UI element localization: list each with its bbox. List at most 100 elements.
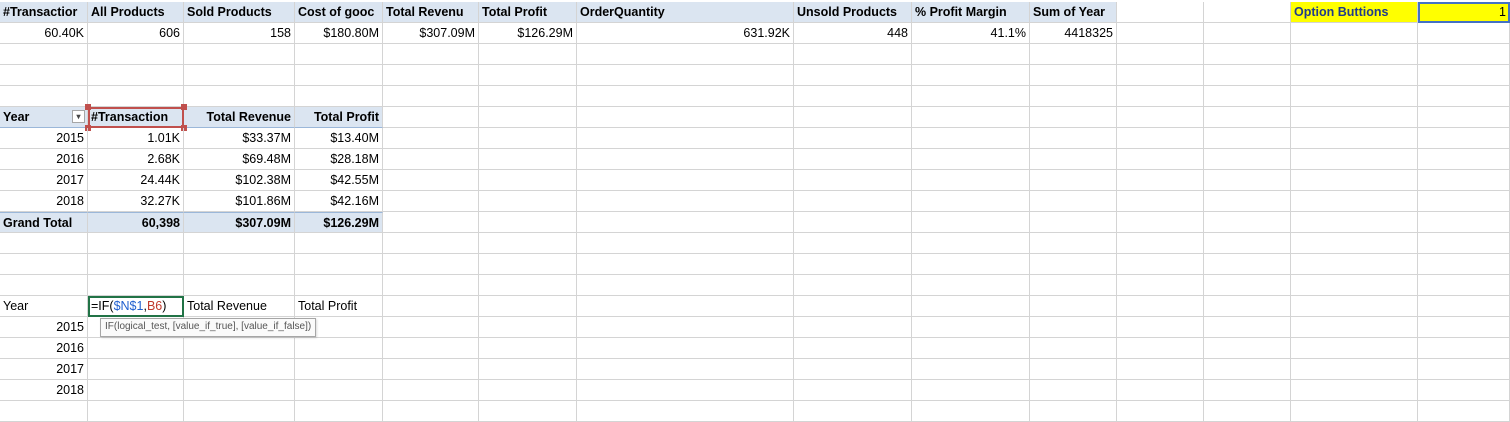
- empty-cell[interactable]: [1117, 338, 1204, 359]
- empty-cell[interactable]: [479, 359, 577, 380]
- empty-cell[interactable]: [383, 128, 479, 149]
- empty-cell[interactable]: [1418, 317, 1510, 338]
- lower-year-cell[interactable]: 2016: [0, 338, 88, 359]
- empty-cell[interactable]: [383, 65, 479, 86]
- empty-cell[interactable]: [184, 359, 295, 380]
- empty-cell[interactable]: [1291, 338, 1418, 359]
- empty-cell[interactable]: [1204, 128, 1291, 149]
- empty-cell[interactable]: [912, 233, 1030, 254]
- empty-cell[interactable]: [1117, 254, 1204, 275]
- empty-cell[interactable]: [1291, 170, 1418, 191]
- empty-cell[interactable]: [1204, 233, 1291, 254]
- empty-cell[interactable]: [295, 359, 383, 380]
- empty-cell[interactable]: [1291, 191, 1418, 212]
- formula-edit-cell[interactable]: =IF($N$1,B6): [88, 296, 184, 317]
- empty-cell[interactable]: [1117, 128, 1204, 149]
- empty-cell[interactable]: [1418, 86, 1510, 107]
- empty-cell[interactable]: [577, 107, 794, 128]
- empty-cell[interactable]: [912, 296, 1030, 317]
- pivot-header-year[interactable]: Year ▾: [0, 107, 88, 128]
- empty-cell[interactable]: [88, 338, 184, 359]
- empty-cell[interactable]: [1204, 296, 1291, 317]
- empty-cell[interactable]: [794, 44, 912, 65]
- header-sold-products[interactable]: Sold Products: [184, 2, 295, 23]
- empty-cell[interactable]: [1030, 86, 1117, 107]
- empty-cell[interactable]: [1030, 296, 1117, 317]
- empty-cell[interactable]: [577, 128, 794, 149]
- empty-cell[interactable]: [295, 380, 383, 401]
- value-all-products[interactable]: 606: [88, 23, 184, 44]
- pivot-total-revenue[interactable]: $307.09M: [184, 212, 295, 233]
- empty-cell[interactable]: [1418, 338, 1510, 359]
- empty-cell[interactable]: [794, 275, 912, 296]
- empty-cell[interactable]: [1030, 191, 1117, 212]
- empty-cell[interactable]: [88, 44, 184, 65]
- empty-cell[interactable]: [912, 359, 1030, 380]
- pivot-year-cell[interactable]: 2016: [0, 149, 88, 170]
- empty-cell[interactable]: [479, 254, 577, 275]
- empty-cell[interactable]: [295, 233, 383, 254]
- empty-cell[interactable]: [794, 65, 912, 86]
- empty-cell[interactable]: [1117, 233, 1204, 254]
- empty-cell[interactable]: [1291, 128, 1418, 149]
- empty-cell[interactable]: [577, 338, 794, 359]
- empty-cell[interactable]: [1204, 44, 1291, 65]
- empty-cell[interactable]: [1117, 296, 1204, 317]
- empty-cell[interactable]: [1030, 149, 1117, 170]
- empty-cell[interactable]: [577, 191, 794, 212]
- empty-cell[interactable]: [184, 338, 295, 359]
- header-profit-margin[interactable]: % Profit Margin: [912, 2, 1030, 23]
- empty-cell[interactable]: [479, 149, 577, 170]
- empty-cell[interactable]: [295, 401, 383, 422]
- value-total-revenue[interactable]: $307.09M: [383, 23, 479, 44]
- pivot-total-transactions[interactable]: 60,398: [88, 212, 184, 233]
- empty-cell[interactable]: [912, 149, 1030, 170]
- empty-cell[interactable]: [88, 359, 184, 380]
- empty-cell[interactable]: [1117, 275, 1204, 296]
- empty-cell[interactable]: [1030, 401, 1117, 422]
- header-total-revenue[interactable]: Total Revenu: [383, 2, 479, 23]
- empty-cell[interactable]: [184, 86, 295, 107]
- empty-cell[interactable]: [383, 44, 479, 65]
- empty-cell[interactable]: [295, 317, 383, 338]
- pivot-transactions-cell[interactable]: 24.44K: [88, 170, 184, 191]
- empty-cell[interactable]: [794, 296, 912, 317]
- empty-cell[interactable]: [479, 296, 577, 317]
- pivot-year-cell[interactable]: 2017: [0, 170, 88, 191]
- empty-cell[interactable]: [1291, 212, 1418, 233]
- empty-cell[interactable]: [1291, 254, 1418, 275]
- empty-cell[interactable]: [0, 401, 88, 422]
- empty-cell[interactable]: [383, 107, 479, 128]
- empty-cell[interactable]: [1291, 233, 1418, 254]
- empty-cell[interactable]: [794, 128, 912, 149]
- value-order-quantity[interactable]: 631.92K: [577, 23, 794, 44]
- empty-cell[interactable]: [1030, 254, 1117, 275]
- value-unsold-products[interactable]: 448: [794, 23, 912, 44]
- empty-cell[interactable]: [1418, 149, 1510, 170]
- empty-cell[interactable]: [383, 149, 479, 170]
- option-buttons-label[interactable]: Option Buttions: [1291, 2, 1418, 23]
- empty-cell[interactable]: [184, 44, 295, 65]
- empty-cell[interactable]: [479, 44, 577, 65]
- header-order-quantity[interactable]: OrderQuantity: [577, 2, 794, 23]
- empty-cell[interactable]: [1204, 191, 1291, 212]
- empty-cell[interactable]: [1204, 317, 1291, 338]
- empty-cell[interactable]: [295, 44, 383, 65]
- header-cost-of-goods[interactable]: Cost of gooc: [295, 2, 383, 23]
- empty-cell[interactable]: [1117, 380, 1204, 401]
- empty-cell[interactable]: [794, 86, 912, 107]
- header-all-products[interactable]: All Products: [88, 2, 184, 23]
- empty-cell[interactable]: [794, 317, 912, 338]
- empty-cell[interactable]: [479, 191, 577, 212]
- empty-cell[interactable]: [1418, 191, 1510, 212]
- pivot-transactions-cell[interactable]: 32.27K: [88, 191, 184, 212]
- empty-cell[interactable]: [577, 170, 794, 191]
- header-unsold-products[interactable]: Unsold Products: [794, 2, 912, 23]
- empty-cell[interactable]: [1418, 65, 1510, 86]
- pivot-year-cell[interactable]: 2018: [0, 191, 88, 212]
- empty-cell[interactable]: [1204, 212, 1291, 233]
- value-total-profit[interactable]: $126.29M: [479, 23, 577, 44]
- value-sold-products[interactable]: 158: [184, 23, 295, 44]
- header-transactions[interactable]: #Transactior: [0, 2, 88, 23]
- empty-cell[interactable]: [184, 254, 295, 275]
